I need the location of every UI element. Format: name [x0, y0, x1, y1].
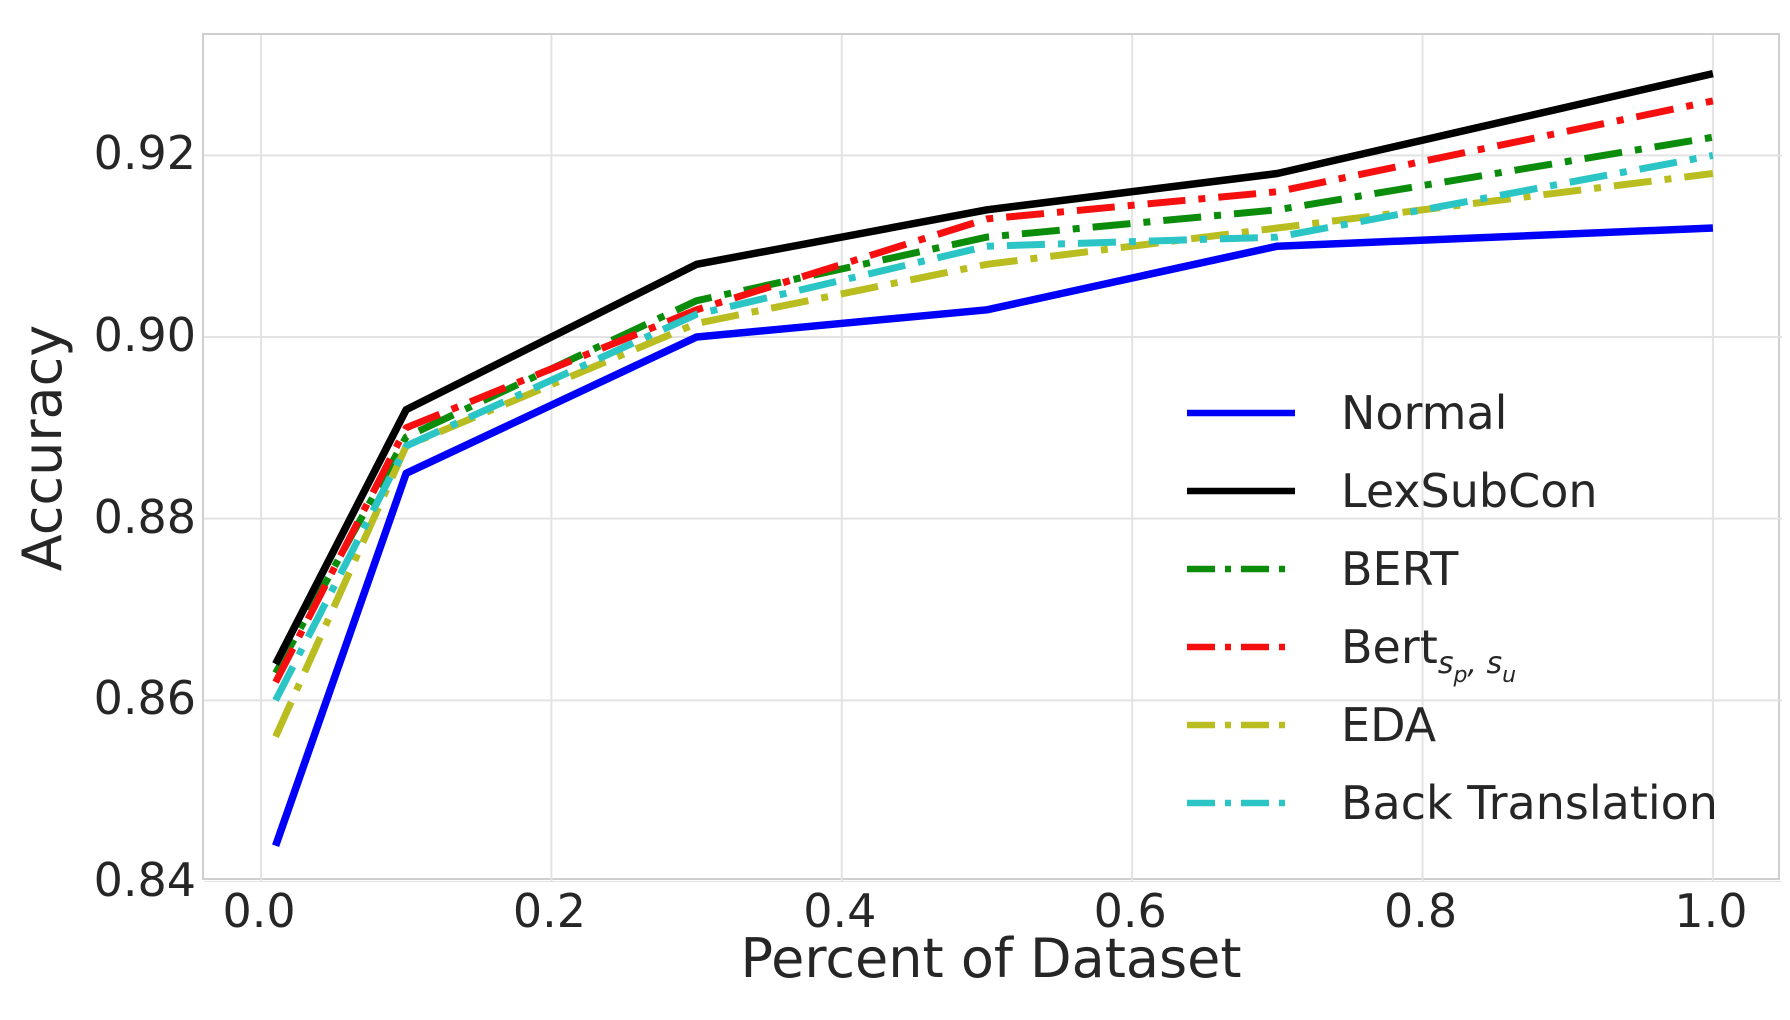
legend-item-bert-sp-su: Bertsp, su	[1185, 608, 1718, 688]
legend-item-label: BERT	[1341, 542, 1458, 596]
x-tick-label: 0.0	[222, 884, 296, 938]
chart-canvas	[204, 35, 1782, 882]
legend-label-part: EDA	[1341, 698, 1437, 752]
legend-label-part: Bert	[1341, 620, 1438, 674]
legend-swatch-line	[1187, 487, 1295, 495]
legend-label-part: Normal	[1341, 386, 1508, 440]
legend-swatch-line	[1187, 643, 1295, 651]
legend-swatch-line	[1187, 721, 1295, 729]
legend-label-part: p	[1453, 663, 1468, 688]
legend-item-label: LexSubCon	[1341, 464, 1598, 518]
legend-item-label: Normal	[1341, 386, 1507, 440]
legend-item-bert: BERT	[1185, 530, 1718, 608]
plot-area: Normal LexSubCon BERT Bertsp, su EDA Back Tra…	[202, 33, 1782, 882]
y-tick-label: 0.86	[93, 671, 196, 726]
x-axis-label: Percent of Dataset	[740, 927, 1242, 990]
legend-item-back-translation: Back Translation	[1185, 764, 1718, 842]
x-tick-label: 0.2	[512, 884, 586, 938]
legend-item-label: EDA	[1341, 698, 1436, 752]
legend-label-part: s	[1437, 646, 1454, 681]
y-tick-label: 0.88	[93, 489, 196, 544]
legend-label-part: u	[1502, 663, 1517, 688]
legend-item-label: Bertsp, su	[1341, 620, 1516, 688]
legend-item-normal: Normal	[1185, 374, 1718, 452]
legend-item-eda: EDA	[1185, 686, 1718, 764]
legend-label-part: ,	[1467, 646, 1487, 681]
legend-item-lexsubcon: LexSubCon	[1185, 452, 1718, 530]
x-tick-label: 0.4	[803, 884, 877, 938]
y-tick-label: 0.90	[93, 308, 196, 362]
series-line-back-translation	[272, 151, 1714, 702]
y-tick-label: 0.92	[93, 126, 196, 181]
series-line-bert-sp-su	[272, 97, 1714, 684]
series-line-normal	[272, 224, 1714, 847]
legend-swatch-line	[1187, 409, 1295, 417]
legend-label-part: Back Translation	[1341, 776, 1718, 830]
x-tick-label: 1.0	[1674, 884, 1748, 938]
legend-label-part: s	[1486, 646, 1503, 681]
legend-item-label: Back Translation	[1341, 776, 1718, 830]
legend-swatch-line	[1187, 565, 1295, 573]
legend: Normal LexSubCon BERT Bertsp, su EDA Back Tra…	[1185, 374, 1718, 842]
x-tick-label: 0.8	[1383, 884, 1458, 938]
legend-swatch-line	[1187, 799, 1295, 807]
legend-label-part: BERT	[1341, 542, 1459, 596]
legend-label-part: LexSubCon	[1341, 464, 1598, 518]
series-line-lexsubcon	[272, 69, 1714, 666]
y-tick-label: 0.84	[93, 853, 196, 907]
x-tick-label: 0.6	[1093, 884, 1167, 938]
